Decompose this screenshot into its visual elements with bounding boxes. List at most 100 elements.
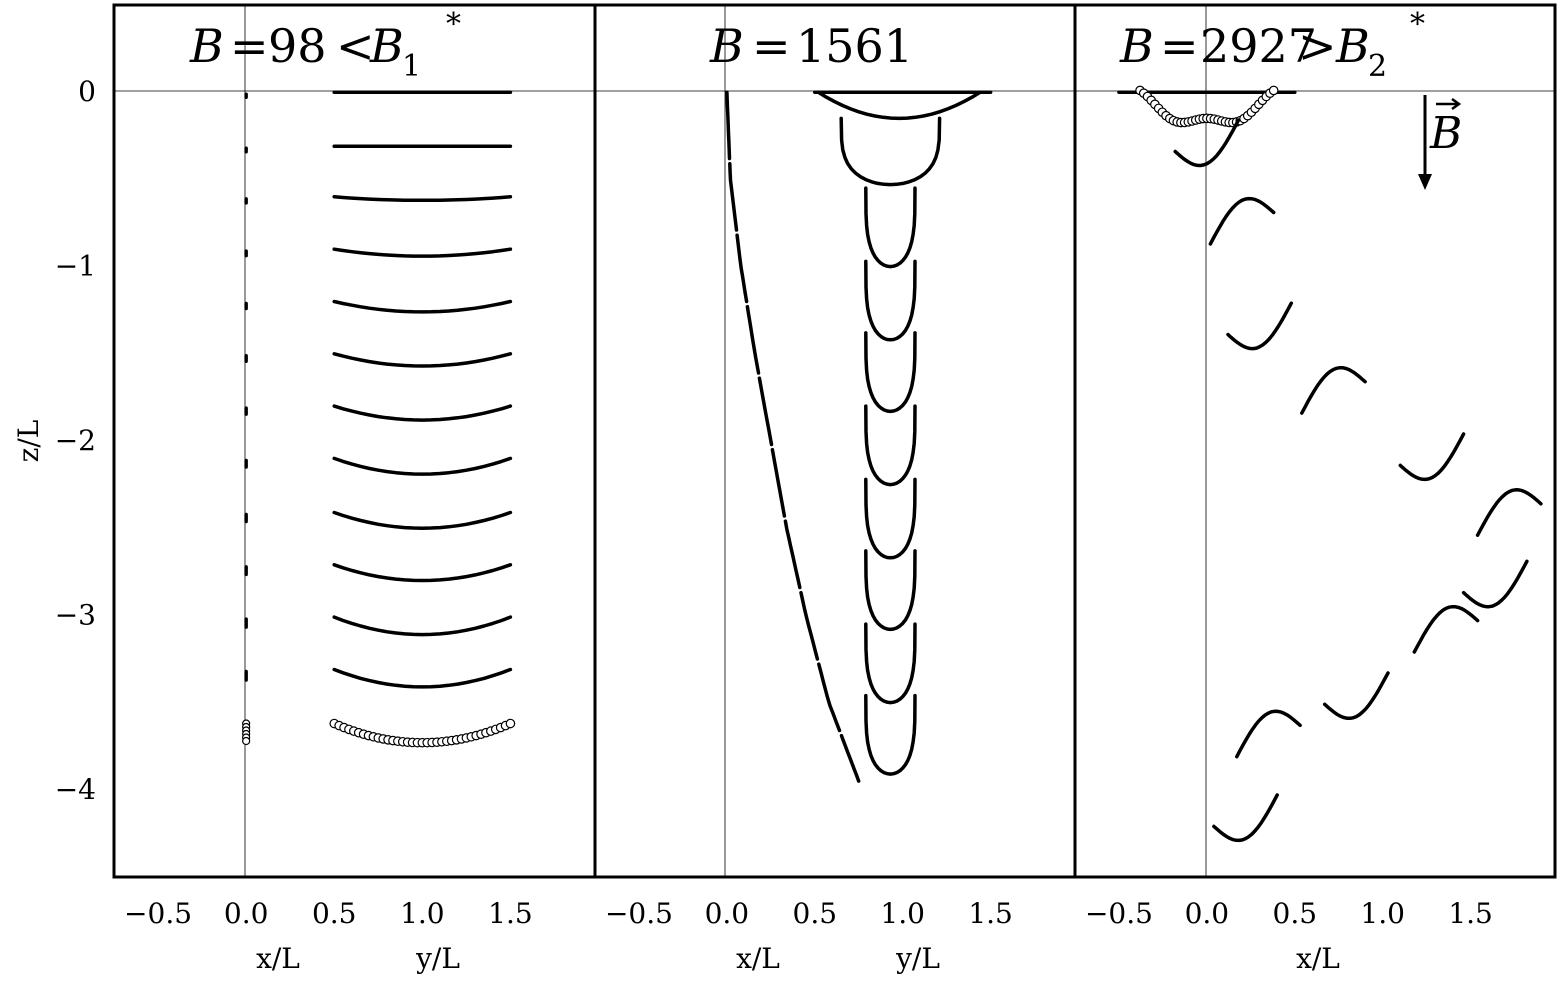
panel-1: B = 98 < B 1 * x/L y/L <box>112 3 597 975</box>
panel-3-x-tick-label: 1.5 <box>1448 897 1493 930</box>
panel-2-x-snapshot <box>745 304 761 375</box>
panel-3-frame <box>1073 3 1557 879</box>
panel-1-title-sup: * <box>446 7 461 42</box>
panel-2-x-snapshot <box>725 90 732 161</box>
panel-3-plot <box>1117 85 1543 843</box>
panel-2-x-tick-label: 1.5 <box>968 897 1013 930</box>
y-axis: z/L 0 −1 −2 −3 −4 <box>12 75 96 806</box>
panel-2-y-snapshot <box>864 693 917 776</box>
panel-1-title-num: 98 <box>268 19 327 73</box>
panel-2-x-tick-label: 1.0 <box>880 897 925 930</box>
panel-3-x-tick-label: 0.5 <box>1273 897 1318 930</box>
panel-1-y-snapshot <box>332 352 513 368</box>
y-axis-label: z/L <box>12 420 45 463</box>
panel-2-x-tick-label: 0.0 <box>705 897 750 930</box>
panel-1-y-snapshot <box>332 615 513 637</box>
panel-2-y-snapshot <box>864 622 917 705</box>
panel-2-xlabel-x: x/L <box>736 942 780 975</box>
panel-1-x-tick-label: 1.0 <box>400 897 445 930</box>
panel-2-title-num: 1561 <box>796 19 913 73</box>
panel-1-title-lhs: B <box>189 19 224 73</box>
panel-2-y-snapshot <box>864 404 917 487</box>
y-tick-label: −3 <box>55 598 96 631</box>
panel-3-snapshot <box>1226 301 1294 351</box>
panel-2-y-snapshot <box>816 90 982 121</box>
y-tick-label: −4 <box>55 773 96 806</box>
panel-2-plot <box>725 90 993 783</box>
panel-3-x-tick-label: 1.0 <box>1360 897 1405 930</box>
panel-1-frame <box>112 3 597 879</box>
panel-1-x-tick-label: 0.0 <box>224 897 269 930</box>
panel-2-x-snapshot <box>783 519 802 590</box>
panel-2-x-tick-label: −0.5 <box>605 897 673 930</box>
b-field-label: B <box>1429 108 1462 159</box>
panel-2-title-lhs: B <box>709 19 744 73</box>
panel-1-plot <box>242 90 516 748</box>
y-tick-label: −2 <box>55 424 96 457</box>
panel-1-final-y-marker <box>505 718 516 729</box>
panel-3-final-marker <box>1268 85 1279 96</box>
panel-2-x-tick-label: 0.5 <box>793 897 838 930</box>
panel-1-title-rhs: B <box>369 19 404 73</box>
panel-1-y-snapshot <box>332 456 513 476</box>
panel-3-snapshot <box>1235 709 1302 759</box>
panel-3-title-num: 2927 <box>1200 19 1317 73</box>
panel-1-final-x-marker <box>242 736 251 746</box>
panel-3-xlabel-x: x/L <box>1296 942 1340 975</box>
panel-3-snapshot <box>1322 671 1390 721</box>
panel-2-x-snapshot <box>799 590 820 661</box>
panel-2-y-snapshot <box>864 331 917 414</box>
panel-2-y-snapshot <box>864 186 917 269</box>
panel-2-x-snapshot <box>735 233 749 304</box>
panel-3-snapshot <box>1173 118 1241 168</box>
panel-3-title-sub: 2 <box>1368 49 1387 84</box>
panel-2-frame <box>593 3 1077 879</box>
panel-3-title-lhs: B <box>1119 19 1154 73</box>
panel-3-snapshot <box>1208 196 1276 246</box>
panel-1-y-snapshot <box>332 299 513 314</box>
panel-1-title-rel: < <box>336 19 375 73</box>
panel-3-snapshot <box>1212 793 1279 843</box>
panel-2-x-snapshot <box>728 161 739 232</box>
panel-2-x-snapshot <box>817 662 842 733</box>
panel-2-y-snapshot <box>864 477 917 560</box>
panel-3: B = 2927 > B 2 * B x/L <box>1073 3 1557 975</box>
panel-1-x-tick-label: 1.5 <box>488 897 533 930</box>
panel-1-xlabel-y: y/L <box>415 942 460 975</box>
panel-2-y-snapshot <box>864 549 917 632</box>
y-tick-label: −1 <box>55 250 96 283</box>
panel-3-snapshot <box>1300 365 1367 415</box>
panel-3-snapshot <box>1475 488 1543 537</box>
panel-2-xlabel-y: y/L <box>895 942 940 975</box>
panel-3-title-sup: * <box>1410 7 1425 42</box>
panel-1-xlabel-x: x/L <box>256 942 300 975</box>
panel-2-title: B = 1561 <box>709 19 913 73</box>
panel-3-snapshot <box>1461 559 1529 609</box>
b-field-arrow-head <box>1418 174 1432 190</box>
panel-1-title-sub: 1 <box>402 49 421 84</box>
panel-1-y-snapshot <box>332 667 513 689</box>
panel-3-snapshot <box>1412 604 1480 654</box>
panel-1-title-eq: = <box>230 19 269 73</box>
panel-3-title-rel: > <box>1298 19 1337 73</box>
panel-3-snapshot <box>1398 432 1466 482</box>
panel-1-x-tick-label: 0.5 <box>312 897 357 930</box>
panel-2: B = 1561 x/L y/L <box>593 3 1077 975</box>
b-field-vector-arrow-icon <box>1436 97 1462 111</box>
panel-1-y-snapshot <box>332 195 513 203</box>
panel-3-x-tick-label: −0.5 <box>1085 897 1153 930</box>
panel-1-y-snapshot <box>332 563 513 583</box>
panel-2-x-snapshot <box>770 447 787 518</box>
panel-2-title-eq: = <box>752 19 791 73</box>
panel-2-x-snapshot <box>839 733 861 783</box>
panel-3-title: B = 2927 > B 2 * <box>1119 7 1425 84</box>
panel-2-y-snapshot <box>839 116 942 187</box>
panel-1-title: B = 98 < B 1 * <box>189 7 461 84</box>
b-field-annotation: B <box>1418 95 1462 190</box>
panel-1-y-snapshot <box>332 247 513 258</box>
panel-2-y-snapshot <box>864 259 917 342</box>
y-tick-label: 0 <box>78 75 96 108</box>
panel-2-x-snapshot <box>757 376 774 447</box>
panel-1-y-snapshot <box>332 510 513 530</box>
